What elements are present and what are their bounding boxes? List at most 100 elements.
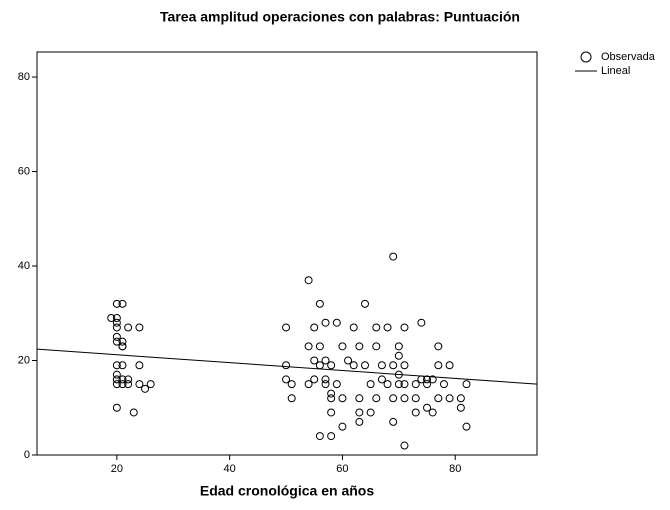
point: [321, 380, 330, 389]
point: [304, 342, 313, 351]
point: [417, 318, 426, 327]
point: [282, 361, 291, 370]
point: [462, 380, 471, 389]
point: [124, 323, 133, 332]
point: [389, 361, 398, 370]
x-tick-label: 40: [224, 463, 236, 475]
point: [124, 375, 133, 384]
point: [434, 361, 443, 370]
point: [118, 342, 127, 351]
point: [304, 380, 313, 389]
legend-label: Lineal: [601, 65, 630, 77]
x-tick-label: 20: [111, 463, 123, 475]
point: [310, 375, 319, 384]
point: [118, 361, 127, 370]
point: [377, 361, 386, 370]
legend-label: Observada: [601, 51, 656, 63]
point: [112, 337, 121, 346]
point: [355, 394, 364, 403]
plot-area: [36, 51, 538, 456]
point: [287, 394, 296, 403]
point: [400, 361, 409, 370]
legend-marker: [580, 51, 592, 63]
point: [146, 380, 155, 389]
point: [439, 380, 448, 389]
point: [355, 342, 364, 351]
point: [372, 323, 381, 332]
point: [315, 299, 324, 308]
point: [118, 337, 127, 346]
point: [338, 342, 347, 351]
x-tick-label: 80: [449, 463, 461, 475]
point: [394, 351, 403, 360]
point: [315, 432, 324, 441]
y-tick-label: 60: [18, 165, 30, 177]
point: [400, 394, 409, 403]
point: [411, 380, 420, 389]
point: [372, 342, 381, 351]
point: [135, 380, 144, 389]
point: [349, 361, 358, 370]
point: [400, 380, 409, 389]
point: [400, 323, 409, 332]
point: [394, 342, 403, 351]
point: [118, 375, 127, 384]
point: [107, 313, 116, 322]
point: [327, 408, 336, 417]
y-tick-label: 20: [18, 354, 30, 366]
y-tick-label: 40: [18, 260, 30, 272]
point: [332, 380, 341, 389]
point: [282, 375, 291, 384]
point: [456, 394, 465, 403]
y-tick-label: 0: [24, 449, 30, 461]
point: [377, 375, 386, 384]
point: [310, 323, 319, 332]
point: [112, 299, 121, 308]
point: [287, 380, 296, 389]
point: [366, 408, 375, 417]
point: [360, 299, 369, 308]
point: [360, 361, 369, 370]
point: [135, 323, 144, 332]
point: [383, 380, 392, 389]
point: [112, 370, 121, 379]
point: [366, 380, 375, 389]
point: [327, 394, 336, 403]
point: [112, 403, 121, 412]
point: [112, 361, 121, 370]
point: [372, 394, 381, 403]
point: [338, 394, 347, 403]
point: [112, 323, 121, 332]
point: [129, 408, 138, 417]
point: [344, 356, 353, 365]
point: [112, 380, 121, 389]
point: [327, 432, 336, 441]
point: [355, 417, 364, 426]
point: [112, 375, 121, 384]
point: [141, 384, 150, 393]
point: [394, 380, 403, 389]
point: [389, 252, 398, 261]
point: [112, 318, 121, 327]
point: [304, 276, 313, 285]
point: [423, 380, 432, 389]
point: [411, 394, 420, 403]
point: [321, 356, 330, 365]
point: [355, 408, 364, 417]
point: [428, 375, 437, 384]
x-axis-label: Edad cronológica en años: [200, 483, 374, 499]
point: [112, 313, 121, 322]
point: [135, 361, 144, 370]
point: [321, 318, 330, 327]
point: [411, 408, 420, 417]
point: [445, 394, 454, 403]
point: [434, 342, 443, 351]
point: [327, 389, 336, 398]
point: [400, 441, 409, 450]
point: [118, 299, 127, 308]
point: [428, 408, 437, 417]
point: [315, 342, 324, 351]
point: [389, 394, 398, 403]
